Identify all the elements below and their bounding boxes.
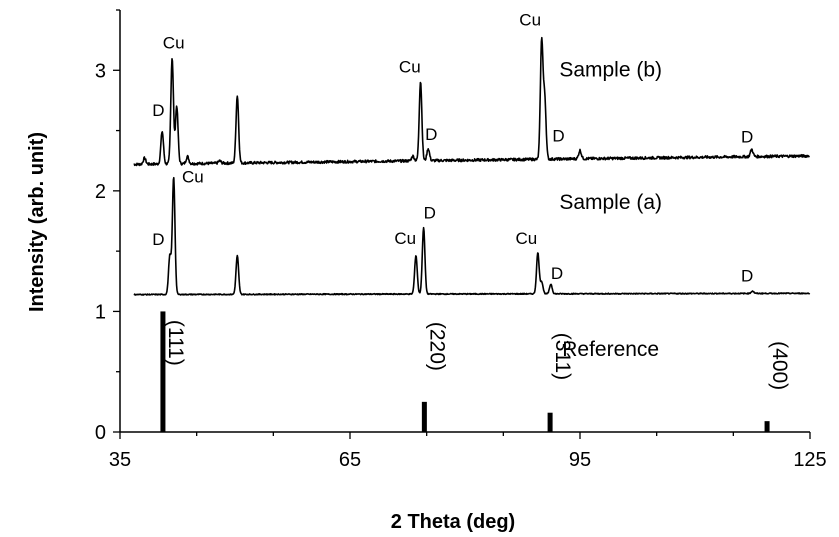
y-tick-label: 0 xyxy=(95,422,106,444)
peak-annotation: Cu xyxy=(515,229,537,248)
reference-stick xyxy=(160,311,166,432)
series-line-sample-b xyxy=(133,36,811,167)
reference-stick xyxy=(764,421,770,432)
peak-annotation: Cu xyxy=(163,34,185,53)
axes: 2 Theta (deg) Intensity (arb. unit) 35 65… xyxy=(26,9,827,533)
y-axis-title: Intensity (arb. unit) xyxy=(26,132,48,312)
peak-annotation: Cu xyxy=(519,11,541,30)
x-tick-label: 95 xyxy=(569,449,591,471)
peak-annotation: D xyxy=(424,204,436,223)
y-tick-label: 1 xyxy=(95,301,106,323)
x-tick-label: 65 xyxy=(339,449,361,471)
peak-annotation: D xyxy=(152,101,164,120)
reference-stick xyxy=(547,412,553,432)
peak-annotation: D xyxy=(551,264,563,283)
peak-annotation: Cu xyxy=(399,58,421,77)
peak-annotation: D xyxy=(425,125,437,144)
series-label: Sample (b) xyxy=(559,58,662,81)
x-tick-label: 35 xyxy=(109,449,131,471)
y-tick-label: 2 xyxy=(95,181,106,203)
series-label: Sample (a) xyxy=(559,191,662,214)
peak-annotation: D xyxy=(152,230,164,249)
miller-index-label: (400) xyxy=(768,341,791,390)
peak-annotation: D xyxy=(741,128,753,147)
peak-annotation: Cu xyxy=(182,167,204,186)
peak-annotation: Cu xyxy=(394,229,416,248)
peak-annotation: D xyxy=(741,266,753,285)
reference-stick xyxy=(421,401,427,432)
miller-index-label: (311) xyxy=(551,333,574,380)
miller-index-label: (220) xyxy=(425,322,448,371)
miller-index-label: (111) xyxy=(164,320,187,366)
series-label: Reference xyxy=(562,338,659,361)
plot-area: (111) (220) (311) (400) Sample (b) Sample (a)… xyxy=(133,11,811,432)
series-line-sample-a xyxy=(133,176,811,296)
x-tick-label: 125 xyxy=(793,449,826,471)
y-tick-label: 3 xyxy=(95,60,106,82)
peak-annotation: D xyxy=(552,126,564,145)
x-axis-title: 2 Theta (deg) xyxy=(391,511,515,533)
